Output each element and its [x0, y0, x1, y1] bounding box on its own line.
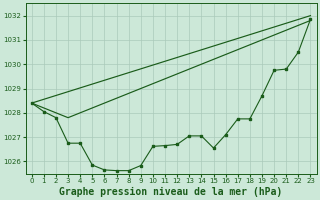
- X-axis label: Graphe pression niveau de la mer (hPa): Graphe pression niveau de la mer (hPa): [60, 186, 283, 197]
